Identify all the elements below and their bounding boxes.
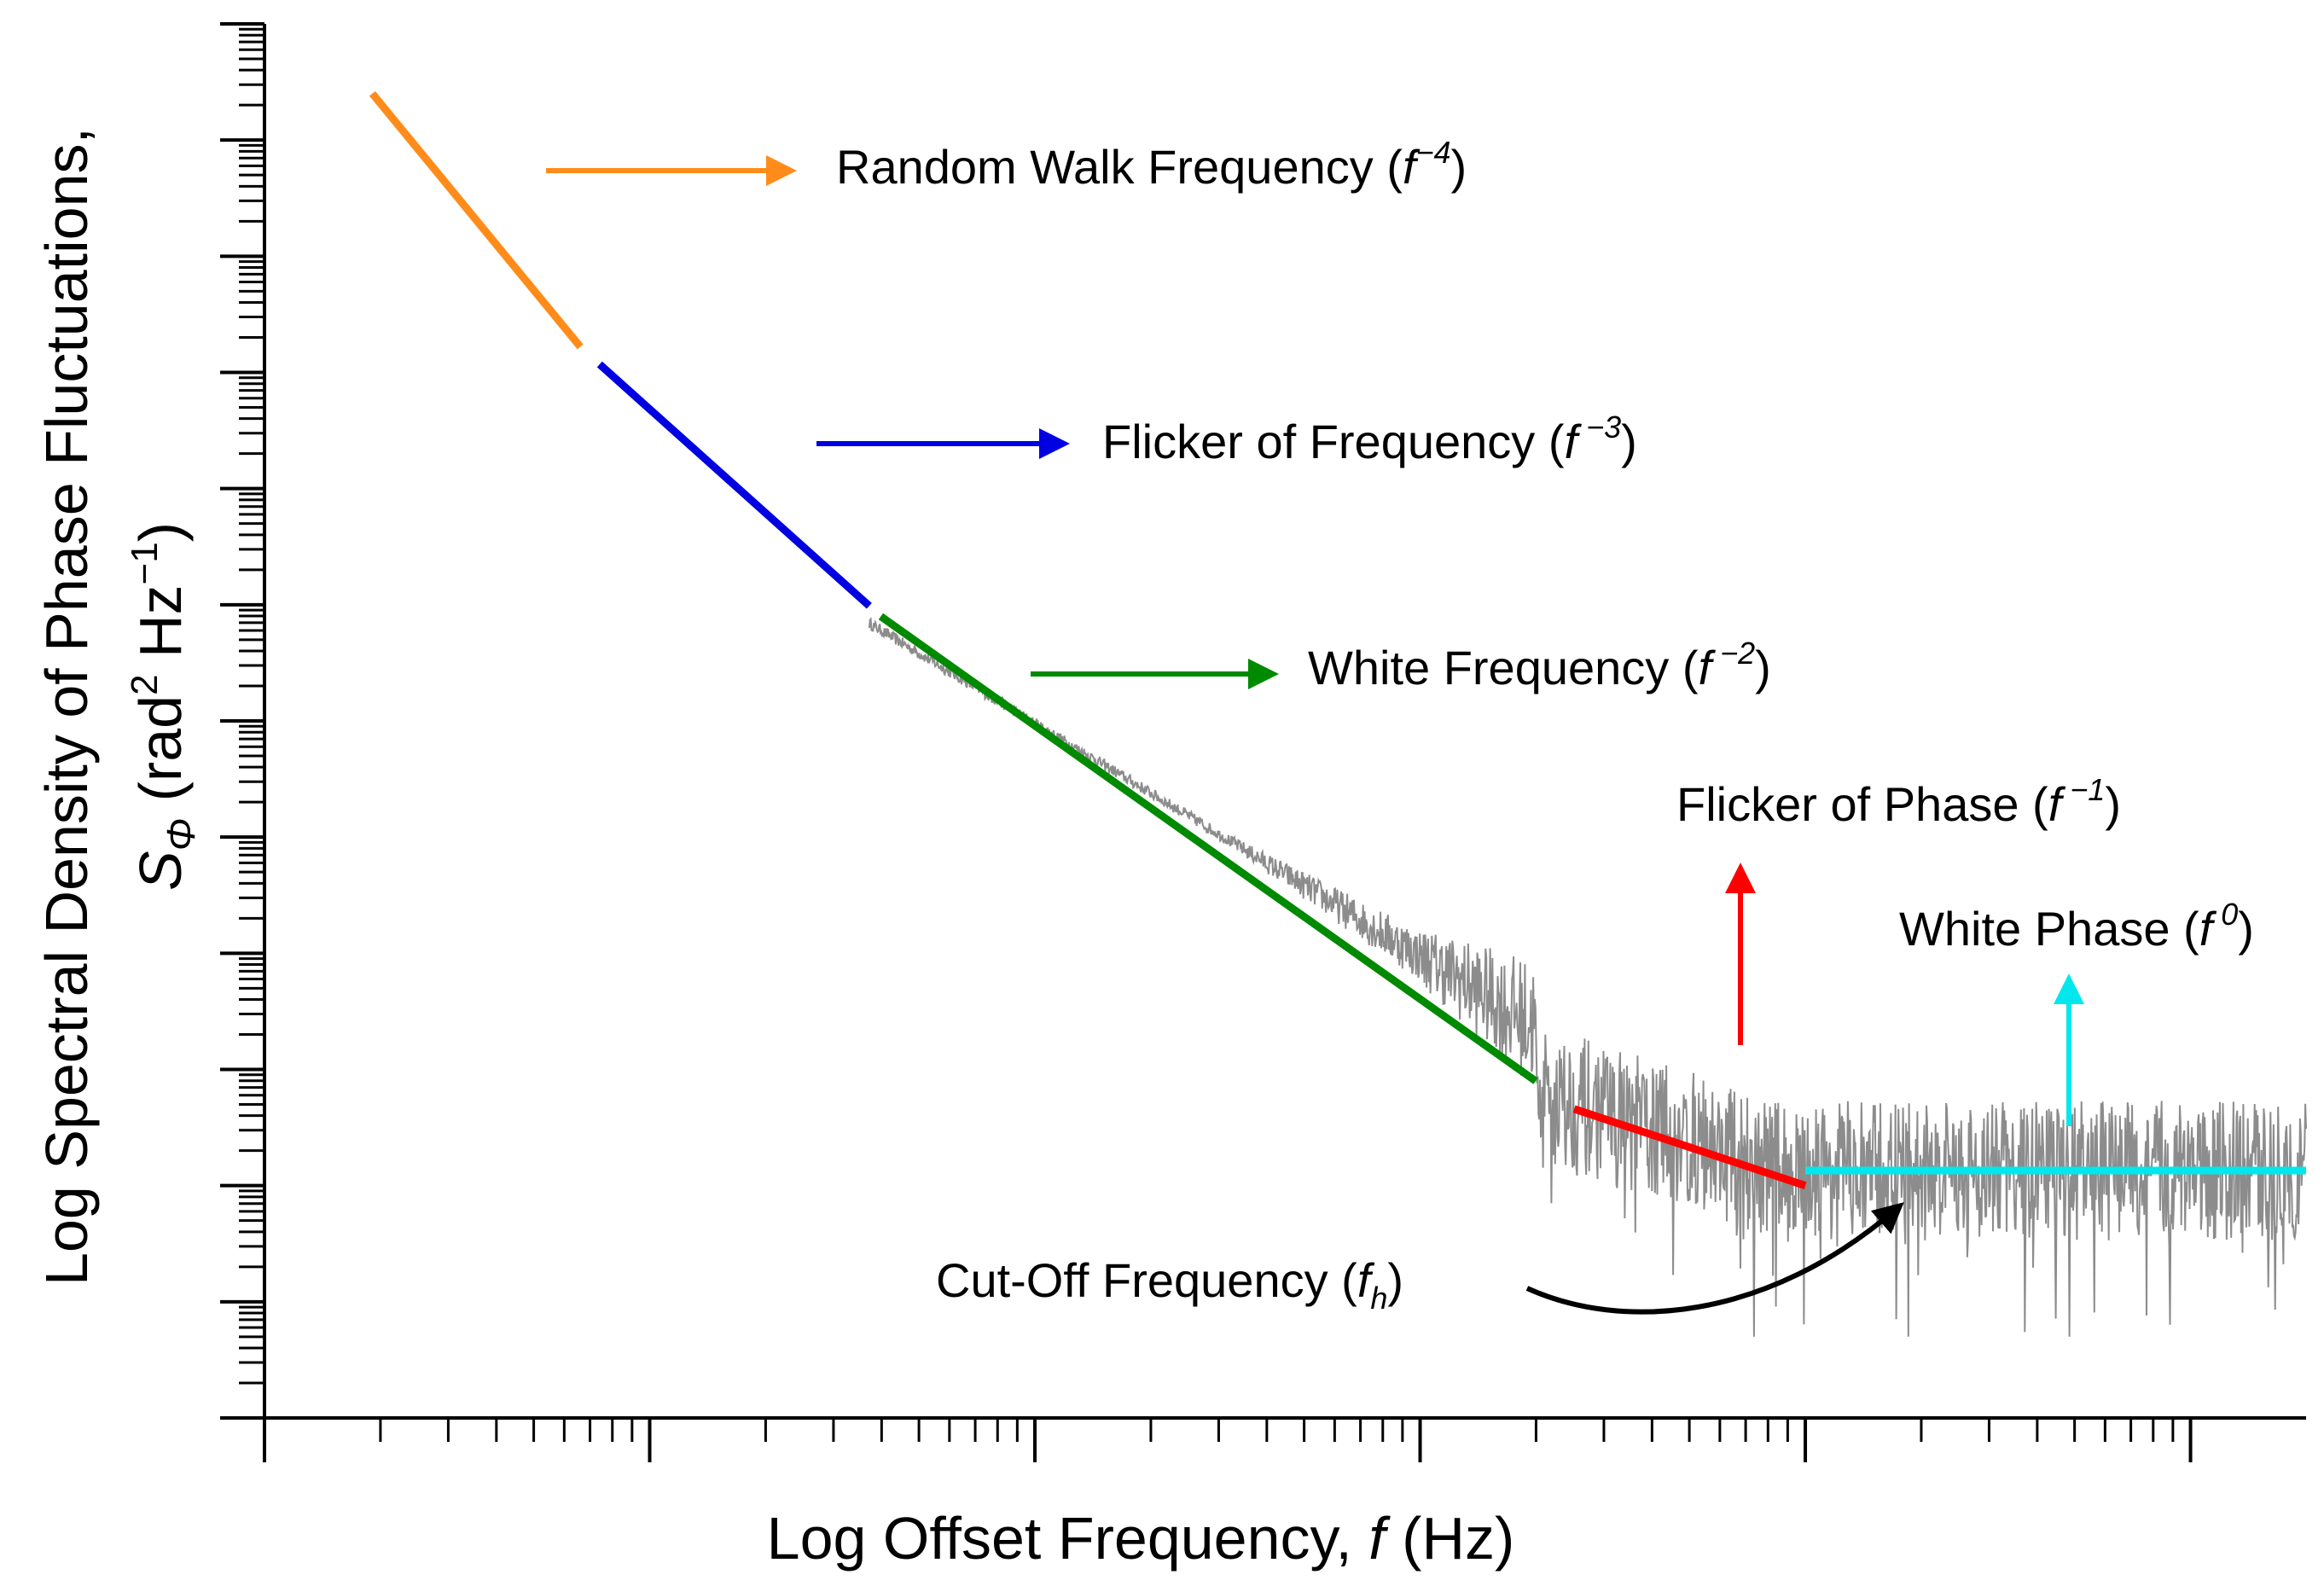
x-axis-title: Log Offset Frequency, f (Hz) [767, 1505, 1515, 1572]
y-axis-title-line1: Log Spectral Density of Phase Fluctuatio… [33, 127, 100, 1286]
segment-white-frequency [878, 613, 1538, 1084]
x-axis-ticks [263, 1418, 2193, 1462]
segment-random-walk-frequency [369, 90, 584, 350]
measured-noise-trace [868, 616, 2307, 1337]
y-axis-ticks [220, 22, 264, 1420]
segment-flicker-of-phase [1572, 1105, 1807, 1189]
random-walk-label: Random Walk Frequency (f−4) [836, 135, 1467, 194]
segment-flicker-of-frequency [596, 361, 872, 609]
white-phase-label: White Phase (f 0) [1899, 897, 2254, 956]
white-frequency-label: White Frequency (f −2) [1308, 636, 1771, 694]
y-axis-title-line2: SΦ (rad2 Hz−1) [124, 522, 203, 891]
flicker-frequency-label: Flicker of Frequency (f −3) [1102, 410, 1637, 468]
annotation-arrows [546, 155, 2084, 1315]
y-axis-title: Log Spectral Density of Phase Fluctuatio… [33, 127, 203, 1286]
cutoff-curved-arrow [1525, 1202, 1904, 1315]
axes [220, 22, 2306, 1462]
cutoff-frequency-label: Cut-Off Frequency (fh) [936, 1253, 1403, 1316]
power-law-segments [369, 90, 2306, 1189]
flicker-phase-label: Flicker of Phase (f −1) [1676, 772, 2121, 831]
